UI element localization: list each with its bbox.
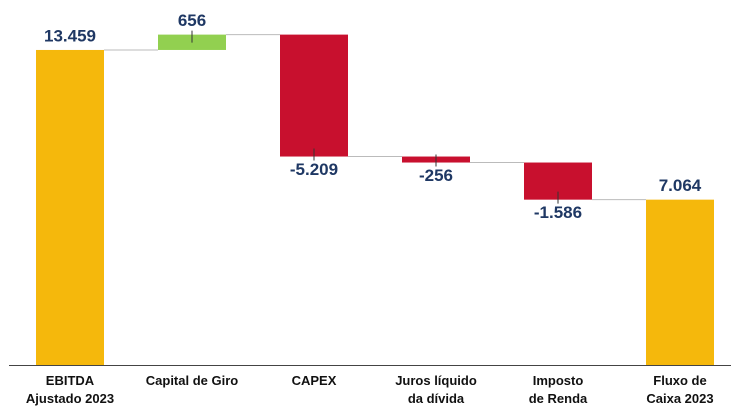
x-tick-label: Fluxo de Caixa 2023	[646, 373, 714, 406]
value-label: -256	[419, 166, 453, 185]
bar	[646, 199, 714, 365]
x-tick-label: Imposto de Renda	[528, 373, 588, 406]
value-label: 656	[178, 11, 206, 30]
value-label: 13.459	[44, 26, 96, 45]
value-label: -5.209	[290, 160, 338, 179]
x-tick-label: Juros líquido da dívida	[395, 373, 477, 406]
bar	[280, 34, 348, 157]
value-label: -1.586	[534, 203, 582, 222]
x-tick-label: EBITDA Ajustado 2023	[25, 373, 115, 406]
x-tick-label: Capital de Giro	[145, 373, 239, 388]
value-label: 7.064	[659, 176, 702, 195]
x-tick-label: CAPEX	[291, 373, 337, 388]
bar	[36, 49, 104, 366]
